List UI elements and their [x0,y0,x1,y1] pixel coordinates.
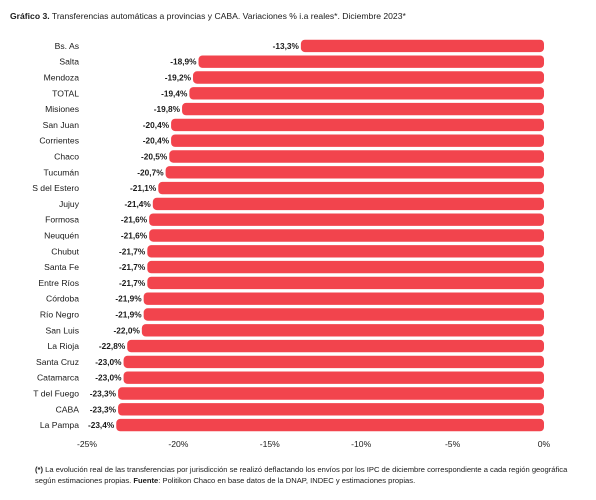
bar [147,245,544,258]
category-label: Córdoba [46,294,79,304]
chart-title-prefix: Gráfico 3. [10,11,50,21]
value-label: -21,7% [119,246,146,256]
value-label: -23,3% [90,389,117,399]
value-label: -20,4% [143,136,170,146]
value-label: -19,4% [161,88,188,98]
bar [116,418,545,432]
footnote-source-text: : Politikon Chaco en base datos de la DN… [158,476,416,485]
bar [118,403,545,416]
x-tick-label: -5% [445,439,461,449]
value-label: -20,5% [141,152,168,162]
footnote-source-label: Fuente [133,476,159,485]
x-tick-label: -10% [351,439,371,449]
bar [182,102,544,116]
bar [127,339,544,353]
x-tick-label: -15% [260,439,280,449]
category-label: Mendoza [44,73,80,83]
category-label: Entre Ríos [38,278,79,288]
category-label: Río Negro [40,310,79,320]
bar [198,55,544,68]
category-label: T del Fuego [33,389,79,399]
x-tick-label: -25% [77,439,97,449]
category-label: Chaco [54,152,79,162]
category-label: Santa Cruz [36,357,79,367]
value-label: -23,0% [95,373,122,383]
value-label: -21,4% [125,199,152,209]
chart-title-text: Transferencias automáticas a provincias … [51,11,406,21]
category-label: Formosa [45,215,79,225]
category-label: CABA [56,404,80,414]
value-label: -19,8% [154,104,181,114]
category-label: La Rioja [47,341,79,351]
bar [149,213,545,226]
category-label: Jujuy [59,199,80,209]
bar [171,134,544,147]
bar [143,292,544,305]
bar [300,39,544,53]
footnote-text: La evolución real de las transferencias … [35,465,568,485]
x-tick-label: 0% [538,439,551,449]
x-tick-label: -20% [168,439,188,449]
value-label: -23,0% [95,357,122,367]
value-label: -21,7% [119,262,146,272]
value-label: -21,9% [115,310,142,320]
category-label: Corrientes [39,136,79,146]
category-label: Bs. As [55,41,79,51]
bars-layer: Bs. As -13,3% Salta -18,9% Mendoza -19,2% TOTA… [32,39,545,432]
category-label: S del Estero [32,183,79,193]
category-label: Catamarca [37,373,79,383]
bar [141,324,544,337]
category-label: San Luis [46,325,79,335]
value-label: -21,6% [121,231,148,241]
bar [143,308,544,321]
bar [165,166,544,179]
category-label: Neuquén [44,231,79,241]
x-axis-ticks: -25% -20% -15% -10% -5% 0% [77,439,551,449]
bar [189,87,545,100]
value-label: -20,7% [137,167,164,177]
category-label: San Juan [43,120,80,130]
bar [158,181,545,195]
value-label: -22,8% [99,341,126,351]
category-label: TOTAL [52,88,79,98]
value-label: -21,1% [130,183,157,193]
category-label: Chubut [51,246,79,256]
category-label: Tucumán [43,167,79,177]
value-label: -23,3% [90,404,117,414]
bar [147,276,544,290]
bar [123,355,544,369]
value-label: -22,0% [114,325,141,335]
value-label: -20,4% [143,120,170,130]
chart-title: Gráfico 3. Transferencias automáticas a … [10,11,406,21]
footnote: (*) La evolución real de las transferenc… [35,464,580,486]
bar [123,371,544,384]
category-label: Santa Fe [44,262,79,272]
bar [147,260,544,274]
bar [169,150,544,163]
bar [149,229,545,242]
bar [152,197,545,211]
footnote-marker: (*) [35,465,44,474]
value-label: -21,7% [119,278,146,288]
value-label: -18,9% [170,57,197,67]
category-label: Salta [59,57,79,67]
value-label: -23,4% [88,420,115,430]
category-label: Misiones [45,104,79,114]
category-label: La Pampa [40,420,79,430]
value-label: -21,9% [115,294,142,304]
bar [171,118,544,132]
value-label: -19,2% [165,73,192,83]
bar [193,71,545,84]
value-label: -21,6% [121,215,148,225]
value-label: -13,3% [273,41,300,51]
bar [118,387,545,400]
